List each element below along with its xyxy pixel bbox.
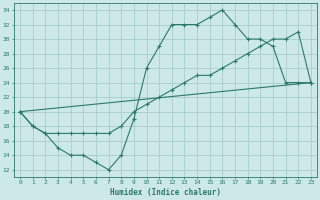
X-axis label: Humidex (Indice chaleur): Humidex (Indice chaleur) [110, 188, 221, 197]
